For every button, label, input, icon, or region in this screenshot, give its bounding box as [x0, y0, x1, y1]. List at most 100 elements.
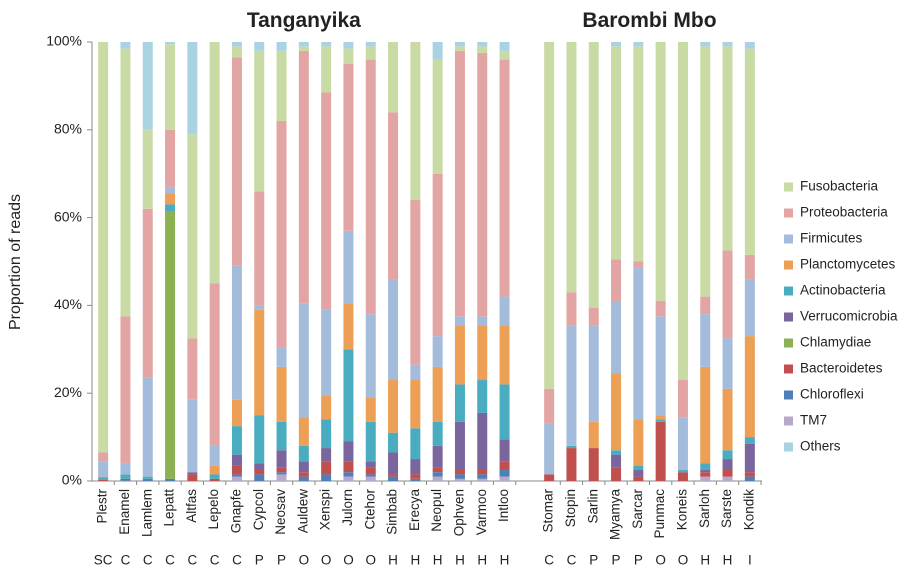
bar-segment	[388, 42, 399, 113]
bar-segment	[477, 42, 488, 47]
bar-segment	[298, 472, 309, 477]
bar-segment	[120, 463, 131, 475]
diet-label: C	[121, 553, 131, 568]
diet-label: H	[477, 553, 487, 568]
bar-segment	[254, 415, 265, 464]
bar-segment	[343, 303, 354, 350]
bar-segment	[276, 50, 287, 122]
bar-segment	[432, 42, 443, 60]
legend-label: Proteobacteria	[800, 205, 888, 220]
bar-segment	[276, 474, 287, 481]
bar-segment	[254, 470, 265, 475]
diet-label: O	[365, 553, 376, 568]
bar-segment	[187, 42, 198, 135]
bar-segment	[120, 316, 131, 464]
diet-label: SC	[94, 553, 113, 568]
bar-segment	[454, 474, 465, 479]
bar-segment	[321, 46, 332, 93]
bar-segment	[454, 42, 465, 47]
legend-swatch	[784, 260, 793, 270]
legend-swatch	[784, 312, 793, 322]
bar-segment	[276, 467, 287, 473]
bar-segment	[298, 417, 309, 446]
bar-segment	[544, 423, 555, 475]
bar-segment	[432, 366, 443, 422]
bar-segment	[677, 417, 688, 471]
bar-segment	[343, 48, 354, 64]
bar-segment	[343, 441, 354, 462]
x-tick-label: Simbab	[385, 489, 400, 535]
bar-segment	[321, 395, 332, 420]
bar-segment	[165, 478, 176, 481]
bar-segment	[298, 303, 309, 418]
diet-label: C	[165, 553, 175, 568]
bar-segment	[120, 478, 131, 481]
diet-label: C	[210, 553, 220, 568]
bar-segment	[187, 472, 198, 475]
bar-segment	[744, 48, 755, 255]
legend-swatch	[784, 182, 793, 192]
bar-segment	[321, 42, 332, 47]
bar-segment	[655, 419, 666, 422]
legend-label: Chloroflexi	[800, 387, 864, 402]
bar-segment	[165, 211, 176, 479]
legend-label: Firmicutes	[800, 231, 863, 246]
bar-segment	[611, 301, 622, 374]
bar-segment	[209, 445, 220, 466]
bar-segment	[142, 377, 153, 477]
bar-segment	[231, 46, 242, 58]
bar-segment	[499, 296, 510, 326]
bar-segment	[722, 470, 733, 477]
bar-segment	[254, 305, 265, 310]
bar-segment	[566, 325, 577, 446]
bar-segment	[544, 388, 555, 424]
bar-segment	[544, 42, 555, 389]
x-tick-label: Sarste	[719, 489, 734, 528]
diet-label: P	[612, 553, 621, 568]
bar-segment	[187, 134, 198, 339]
x-tick-label: Sarloh	[697, 489, 712, 528]
diet-label: C	[544, 553, 554, 568]
bar-segment	[566, 445, 577, 449]
x-tick-label: Altfas	[184, 489, 199, 523]
bar-segment	[499, 384, 510, 440]
x-tick-label: Kondik	[741, 489, 756, 531]
x-tick-label: Sarlin	[585, 489, 600, 524]
legend-swatch	[784, 416, 793, 426]
legend-swatch	[784, 364, 793, 374]
bar-segment	[744, 254, 755, 280]
bar-segment	[744, 42, 755, 49]
bar-segment	[700, 366, 711, 464]
bar-segment	[432, 472, 443, 477]
bar-segment	[142, 478, 153, 481]
bar-segment	[544, 474, 555, 481]
bar-segment	[633, 261, 644, 269]
legend-swatch	[784, 442, 793, 452]
bar-segment	[722, 388, 733, 451]
x-tick-label: Cypcol	[251, 489, 266, 530]
bar-segment	[432, 467, 443, 473]
bar-segment	[343, 230, 354, 304]
bar-segment	[298, 46, 309, 51]
x-tick-label: Punmac	[652, 489, 667, 539]
bar-segment	[722, 476, 733, 481]
diet-label: H	[410, 553, 420, 568]
bar-segment	[165, 186, 176, 194]
diet-label: P	[634, 553, 643, 568]
legend-label: Actinobacteria	[800, 283, 886, 298]
bar-segment	[231, 399, 242, 427]
bar-segment	[321, 419, 332, 449]
bar-segment	[298, 50, 309, 304]
bar-segment	[365, 59, 376, 315]
bar-segment	[120, 474, 131, 479]
diet-label: C	[567, 553, 577, 568]
bar-segment	[655, 415, 666, 420]
legend-label: Others	[800, 439, 841, 454]
bar-segment	[410, 428, 421, 460]
bar-segment	[231, 42, 242, 47]
diet-label: P	[255, 553, 264, 568]
bar-segment	[432, 476, 443, 481]
diet-label: I	[748, 553, 752, 568]
legend-label: Planctomycetes	[800, 257, 896, 272]
